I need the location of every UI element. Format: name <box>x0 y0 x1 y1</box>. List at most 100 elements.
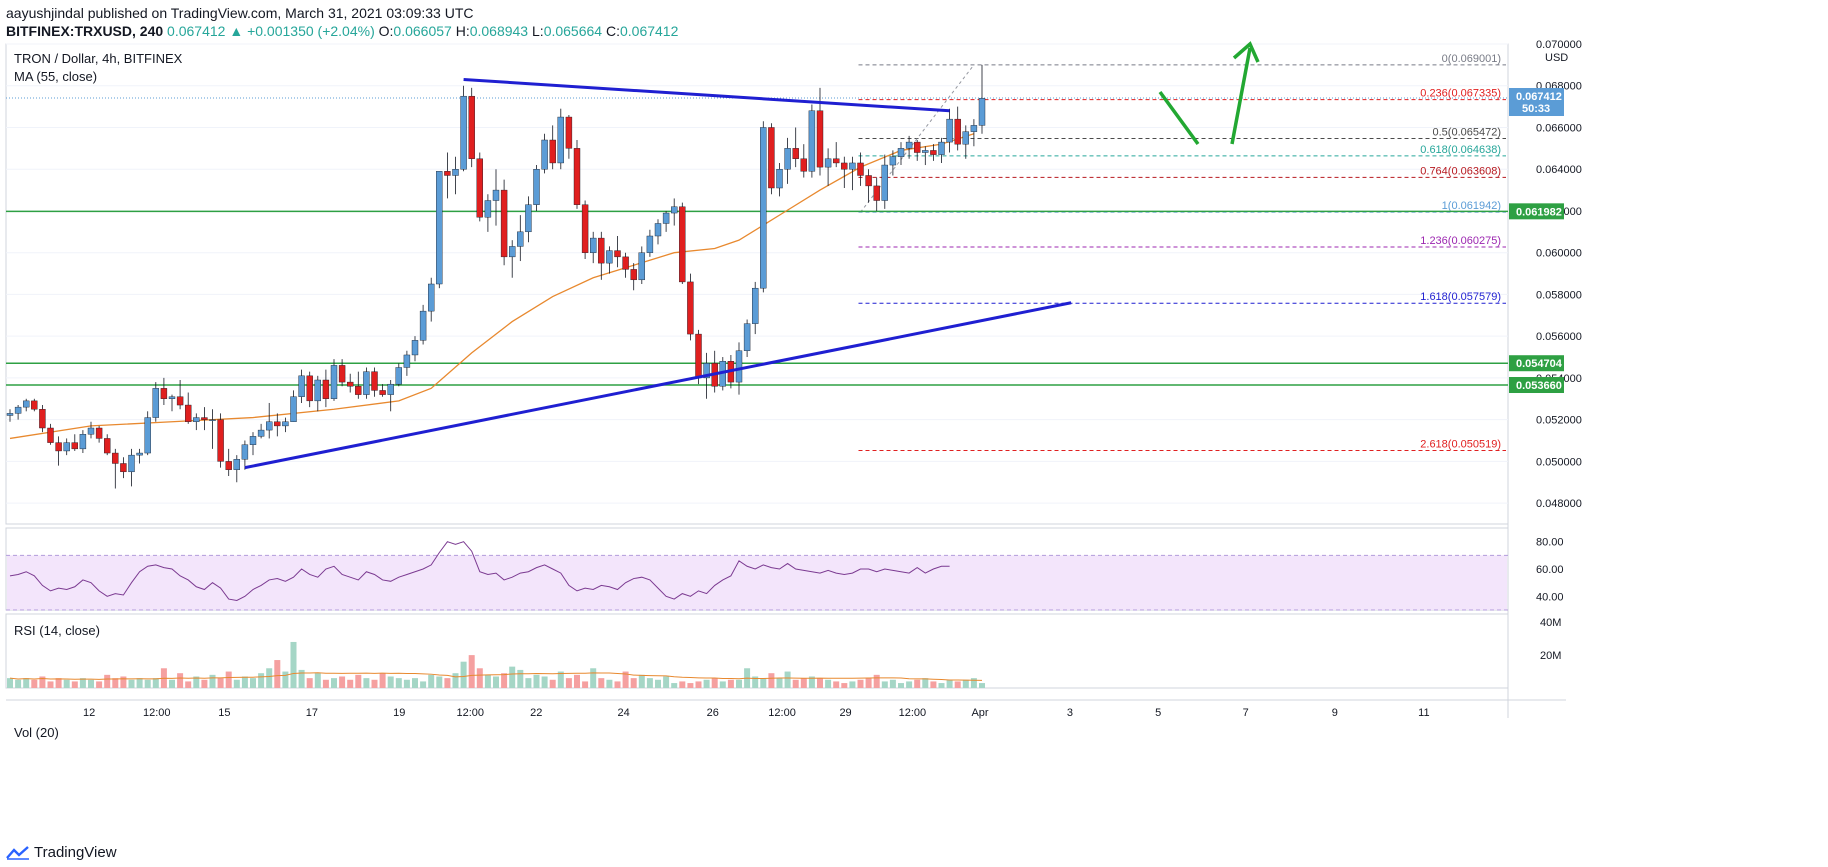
candle-body <box>201 417 208 420</box>
candle-body <box>914 141 921 153</box>
ma-line <box>9 133 975 440</box>
volume-bar <box>193 676 200 688</box>
volume-bar <box>169 679 175 688</box>
candle-body <box>168 396 176 399</box>
candle-body <box>922 150 929 153</box>
candle-body <box>865 175 872 187</box>
candle-body <box>978 98 986 126</box>
high-label: H: <box>455 23 470 39</box>
candle-body <box>274 421 281 427</box>
candle-body <box>525 204 532 233</box>
price-tick-label: 0.056000 <box>1536 331 1582 343</box>
candle-body <box>241 444 249 460</box>
candle-body <box>533 169 540 205</box>
header: aayushjindal published on TradingView.co… <box>0 0 1828 44</box>
time-tick-label: 19 <box>393 707 405 719</box>
candle-body <box>646 235 654 253</box>
ma-legend: MA (55, close) <box>14 69 97 84</box>
candle-body <box>962 131 969 145</box>
volume-bar <box>290 641 297 688</box>
candle-body <box>517 231 524 247</box>
trendlines[interactable] <box>244 77 1072 470</box>
candle-body <box>266 421 273 431</box>
volume-bar <box>590 668 597 688</box>
volume-bar <box>128 679 135 688</box>
candle-body <box>638 252 645 281</box>
candle-body <box>970 125 978 132</box>
volume-bar <box>258 673 265 688</box>
volume-bar <box>412 678 418 688</box>
volume-bar <box>420 681 427 688</box>
candle-body <box>468 95 475 159</box>
candle-body <box>298 375 305 397</box>
volume-bar <box>347 679 354 688</box>
candle-body <box>290 396 297 422</box>
candle-body <box>460 95 467 170</box>
time-tick-label: 26 <box>707 707 719 719</box>
volume-bar <box>646 678 653 688</box>
time-tick-label: 9 <box>1332 707 1338 719</box>
volume-bar <box>711 678 718 688</box>
tradingview-brand[interactable]: TradingView <box>34 844 117 861</box>
price-tag-bg <box>1509 355 1564 372</box>
candle-body <box>492 189 500 201</box>
volume-bar <box>460 661 467 688</box>
chart-canvas[interactable]: 0(0.069001) 0.236(0.067335) 0.5(0.065472) 0… <box>0 0 1828 840</box>
candle-body <box>23 400 30 408</box>
candle-body <box>136 452 143 456</box>
candle-body <box>598 237 605 264</box>
volume-bar <box>533 674 540 688</box>
rsi-tick-label: 60.00 <box>1536 564 1564 576</box>
volume-bar <box>387 676 394 688</box>
volume-bar <box>395 678 402 688</box>
volume-bar <box>71 681 78 688</box>
candle-body <box>444 171 451 176</box>
last-price: 0.067412 <box>167 23 226 39</box>
volume-bar <box>598 678 605 688</box>
candle-body <box>816 110 824 168</box>
rsi-line <box>9 541 950 601</box>
candle-body <box>411 340 419 356</box>
time-tick-label: 12:00 <box>899 707 927 719</box>
price-tick-label: 0.050000 <box>1536 456 1582 468</box>
tradingview-logo-icon[interactable] <box>6 846 30 860</box>
candle-body <box>776 169 783 189</box>
volume-bar <box>144 679 151 688</box>
fibonacci-retracement[interactable]: 0(0.069001) 0.236(0.067335) 0.5(0.065472) 0… <box>858 53 1507 452</box>
volume-bar <box>833 681 840 688</box>
support-levels[interactable] <box>6 210 1508 386</box>
volume-bar <box>136 678 143 688</box>
time-axis[interactable]: 12 12:00 15 17 19 12:00 22 24 26 12:00 29 12:00 Apr 3… <box>83 707 1430 719</box>
volume-bar <box>493 676 499 688</box>
projection-arrows[interactable] <box>1158 41 1260 146</box>
candle-body <box>47 427 54 443</box>
vol-tick-label: 40M <box>1540 617 1561 629</box>
change-arrow-icon: ▲ <box>229 23 244 39</box>
volume-bar <box>582 681 589 688</box>
volume-bar <box>266 668 273 688</box>
volume-bar <box>825 679 832 688</box>
candle-body <box>152 388 160 418</box>
volume-bar <box>436 676 443 688</box>
fib-level-label: 1.618(0.057579) <box>1420 291 1501 303</box>
volume-bar <box>209 674 216 688</box>
last-price-tag-bg <box>1509 88 1564 117</box>
candlesticks <box>6 64 1508 489</box>
symbol-label: BITFINEX:TRXUSD, 240 <box>6 23 164 39</box>
fib-level-label: 0.618(0.064638) <box>1420 144 1501 156</box>
volume-bar <box>622 671 629 688</box>
volume-bar <box>614 681 621 688</box>
author-name[interactable]: aayushjindal <box>6 5 84 21</box>
price-axis[interactable]: 0.0700000.0680000.0660000.0640000.062000… <box>1509 39 1582 662</box>
candle-body <box>428 283 435 312</box>
candle-body <box>484 200 492 218</box>
volume-bar <box>282 671 289 688</box>
volume-bar <box>922 678 929 688</box>
volume-bar <box>817 678 823 688</box>
candle-body <box>549 139 556 164</box>
candle-body <box>946 118 953 143</box>
volume-bar <box>695 681 702 688</box>
arrow-down-leg <box>1158 90 1200 146</box>
volume-bar <box>849 681 856 688</box>
volume-bar <box>525 678 532 688</box>
